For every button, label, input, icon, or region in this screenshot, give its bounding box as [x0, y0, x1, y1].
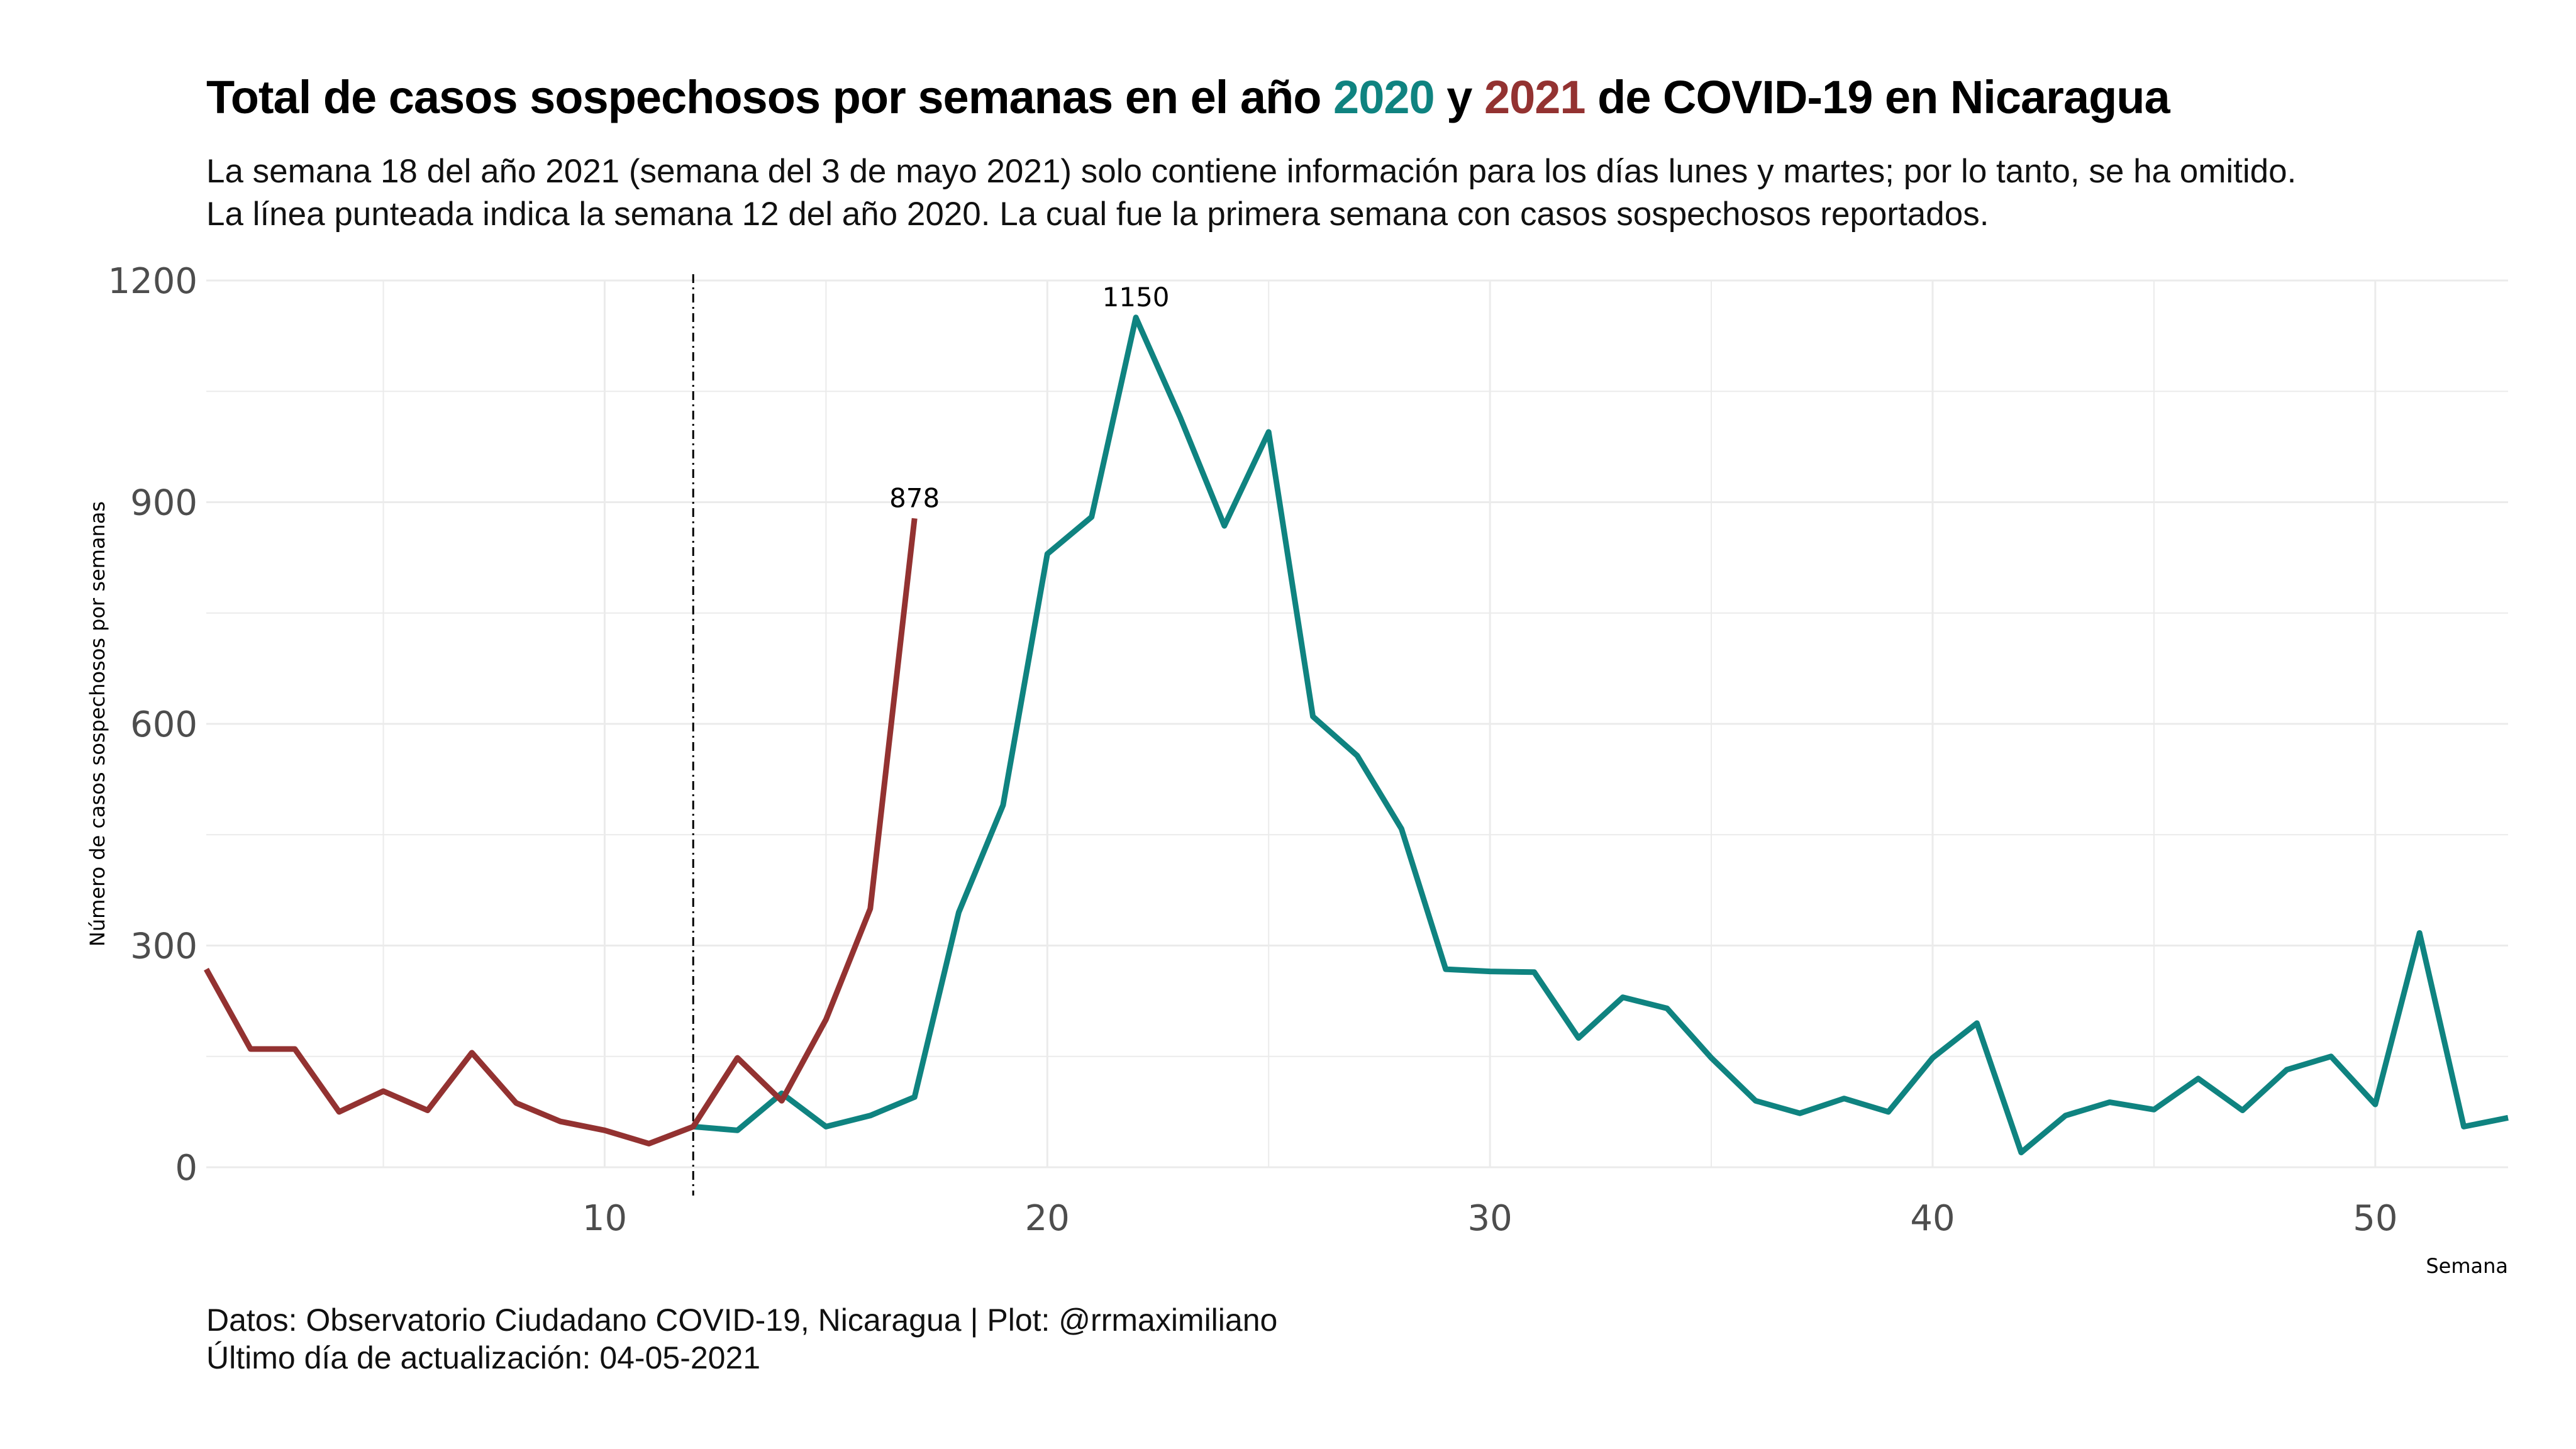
- y-axis-title: Número de casos sospechosos por semanas: [86, 501, 109, 947]
- title-year-2020: 2020: [1333, 71, 1435, 123]
- x-tick-label: 50: [2353, 1198, 2397, 1239]
- y-tick-label: 900: [130, 483, 197, 524]
- x-tick-label: 30: [1468, 1198, 1513, 1239]
- y-tick-label: 1200: [108, 261, 197, 302]
- x-tick-label: 20: [1025, 1198, 1070, 1239]
- subtitle-line-1: La semana 18 del año 2021 (semana del 3 …: [206, 153, 2297, 190]
- title-part-1: Total de casos sospechosos por semanas e…: [206, 71, 1334, 123]
- data-label-2020: 1150: [1102, 282, 1170, 313]
- tick-label-layer: 0 300 600 900 1200 10 20 30 40 50: [108, 261, 2397, 1239]
- series-line-2020: [692, 314, 2509, 1155]
- data-label-layer: 1150 878: [889, 282, 1169, 514]
- y-tick-label: 300: [130, 926, 197, 967]
- x-tick-label: 10: [582, 1198, 627, 1239]
- x-axis-title: Semana: [2426, 1254, 2508, 1278]
- title-year-2021: 2021: [1484, 71, 1586, 123]
- y-tick-label: 600: [130, 704, 197, 745]
- subtitle-line-2: La línea punteada indica la semana 12 de…: [206, 196, 1989, 233]
- x-tick-label: 40: [1910, 1198, 1955, 1239]
- y-tick-label: 0: [175, 1148, 197, 1189]
- title-part-2: y: [1434, 71, 1484, 123]
- data-label-2021: 878: [889, 482, 940, 513]
- grid-layer: [206, 279, 2508, 1169]
- title-part-3: de COVID-19 en Nicaragua: [1585, 71, 2170, 123]
- series-line-2021: [204, 518, 918, 1146]
- caption-update-date: Último día de actualización: 04-05-2021: [206, 1340, 761, 1375]
- series-layer: [204, 314, 2509, 1155]
- chart-title: Total de casos sospechosos por semanas e…: [206, 70, 2170, 124]
- caption-source: Datos: Observatorio Ciudadano COVID-19, …: [206, 1302, 1278, 1338]
